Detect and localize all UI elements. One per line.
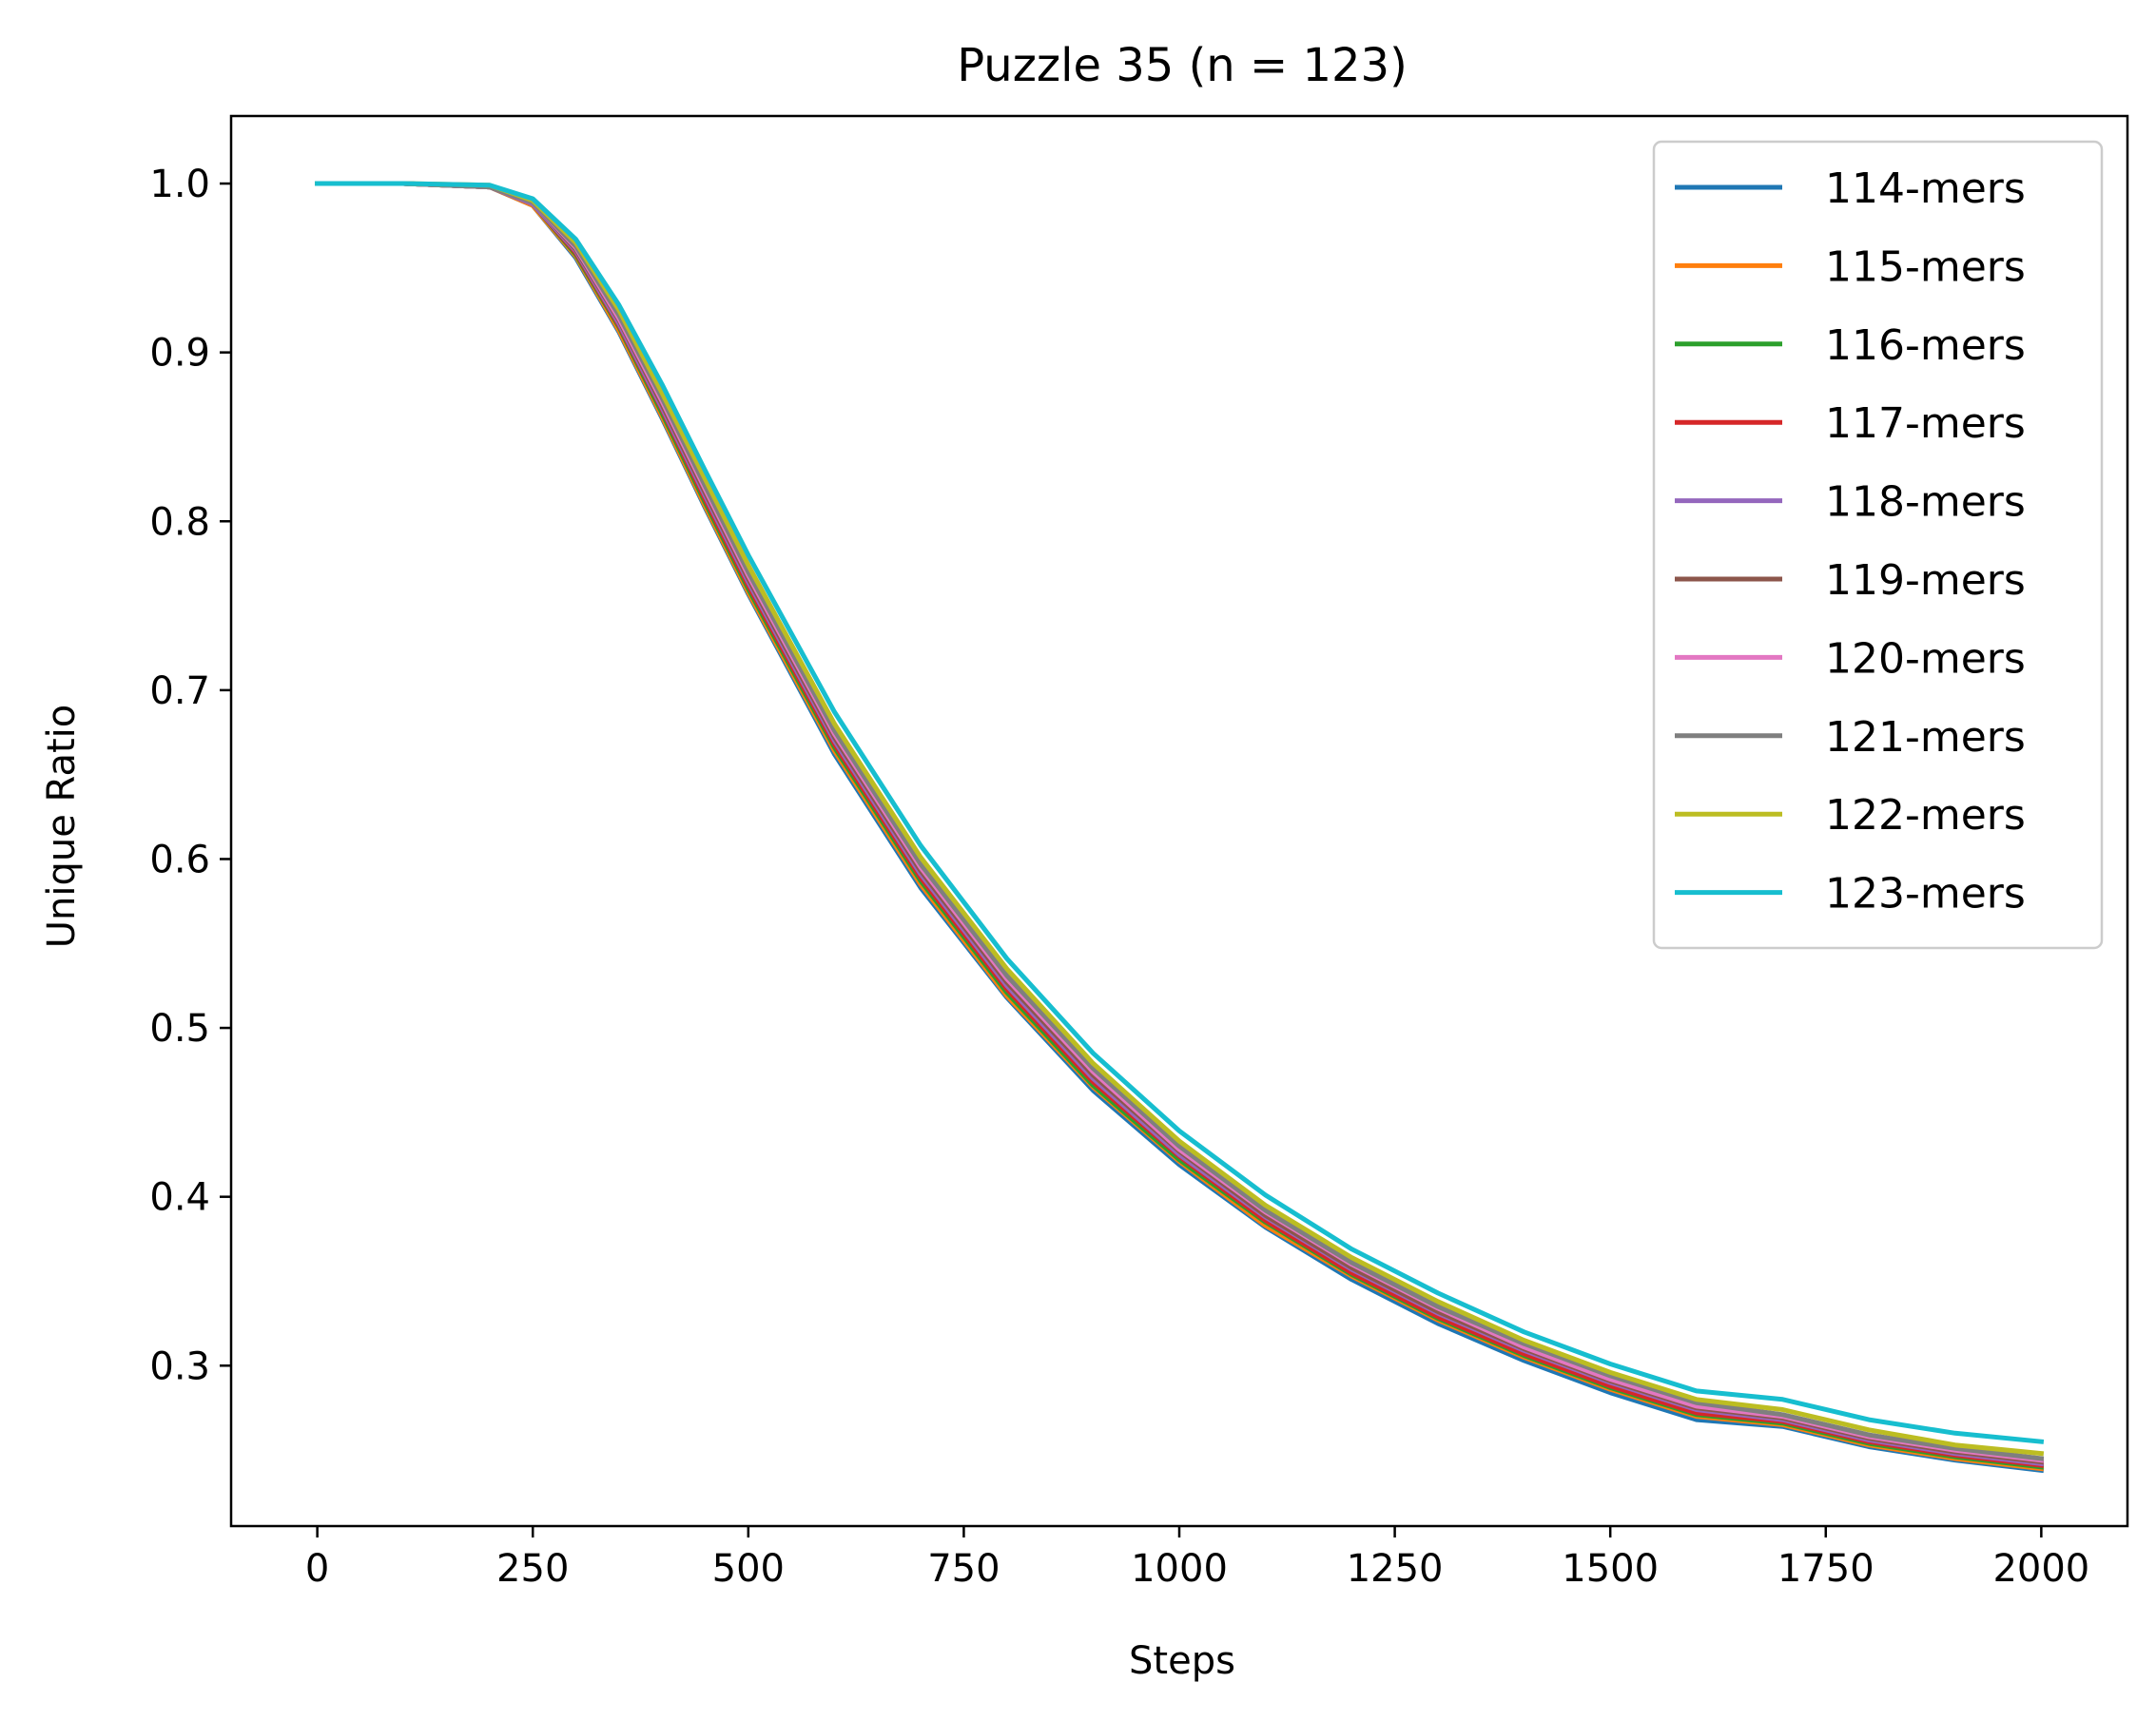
chart-title: Puzzle 35 (n = 123) (957, 39, 1408, 92)
y-tick-label: 1.0 (149, 163, 210, 206)
x-tick-label: 1250 (1347, 1547, 1444, 1591)
legend: 114-mers 115-mers 116-mers 117-mers 118-mers… (1652, 140, 2104, 950)
x-tick-label: 1000 (1131, 1547, 1228, 1591)
y-tick-label: 0.3 (149, 1344, 210, 1388)
y-tick-label: 0.9 (149, 332, 210, 376)
legend-label: 114-mers (1825, 164, 2026, 213)
y-tick-label: 0.8 (149, 500, 210, 544)
series-line-123-mers (315, 181, 2045, 1444)
legend-label: 118-mers (1825, 478, 2026, 527)
legend-label: 116-mers (1825, 321, 2026, 370)
x-axis-label: Steps (1129, 1639, 1235, 1683)
legend-label: 117-mers (1825, 399, 2026, 448)
y-tick-label: 0.6 (149, 838, 210, 881)
legend-label: 120-mers (1825, 634, 2026, 683)
legend-label: 121-mers (1825, 713, 2026, 762)
x-tick-label: 2000 (1992, 1547, 2089, 1591)
x-tick-label: 750 (927, 1547, 1000, 1591)
y-tick-label: 0.4 (149, 1176, 210, 1220)
x-tick-label: 0 (305, 1547, 329, 1591)
x-tick-label: 500 (712, 1547, 785, 1591)
x-tick-label: 1500 (1562, 1547, 1659, 1591)
plot-area: 0 250 500 750 1000 1250 1500 1750 2000 0.3 0.4 0.5 0… (149, 114, 2129, 1591)
legend-label: 123-mers (1825, 870, 2026, 919)
y-tick-label: 0.7 (149, 669, 210, 713)
legend-label: 122-mers (1825, 791, 2026, 840)
legend-label: 119-mers (1825, 556, 2026, 605)
x-tick-label: 250 (496, 1547, 569, 1591)
legend-label: 115-mers (1825, 242, 2026, 291)
x-tick-label: 1750 (1777, 1547, 1874, 1591)
y-axis-label: Unique Ratio (40, 705, 84, 949)
y-tick-label: 0.5 (149, 1007, 210, 1051)
